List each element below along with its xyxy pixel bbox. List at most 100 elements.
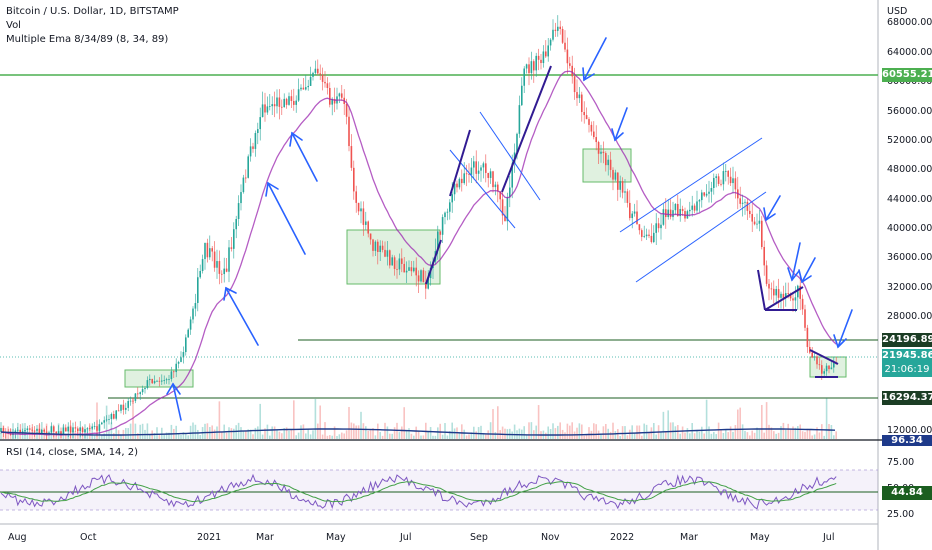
candle-body xyxy=(410,267,413,272)
volume-bar xyxy=(686,428,689,439)
price-tick-label: 28000.00 xyxy=(887,311,932,322)
volume-bar xyxy=(156,427,158,439)
candle-body xyxy=(425,282,427,289)
volume-bar xyxy=(434,435,437,439)
volume-bar xyxy=(643,423,645,439)
candle-body xyxy=(362,208,365,225)
volume-bar xyxy=(816,427,818,439)
volume-bar xyxy=(715,434,717,439)
volume-bar xyxy=(369,430,372,439)
zones[interactable] xyxy=(124,148,847,388)
volume-bar xyxy=(374,435,377,439)
volume-bar xyxy=(343,433,345,439)
candle-body xyxy=(653,232,655,243)
ema-legend[interactable]: Multiple Ema 8/34/89 (8, 34, 89) xyxy=(6,34,169,45)
candle-body xyxy=(775,289,777,296)
candle-body xyxy=(74,427,77,429)
volume-bar xyxy=(525,435,528,439)
volume-bar xyxy=(170,424,173,439)
candle-body xyxy=(331,98,333,105)
candle-body xyxy=(492,171,494,188)
volume-bar xyxy=(674,426,677,439)
rsi-legend[interactable]: RSI (14, close, SMA, 14, 2) xyxy=(6,447,139,458)
candle-body xyxy=(494,184,497,188)
volume-bar xyxy=(36,431,38,439)
candle-body xyxy=(600,151,602,154)
candle-body xyxy=(180,357,182,362)
candle-body xyxy=(14,430,17,434)
volume-bar xyxy=(451,422,453,439)
candle-body xyxy=(477,170,480,174)
volume-bar xyxy=(653,423,655,439)
volume-bar xyxy=(29,432,31,439)
candle-body xyxy=(225,268,228,272)
arrow-icon xyxy=(791,242,801,281)
volume-bar xyxy=(537,405,540,439)
volume-bar xyxy=(338,434,341,439)
volume-bar xyxy=(240,427,242,439)
candle-body xyxy=(468,173,470,175)
rsi-tick-label: 75.00 xyxy=(887,457,915,468)
volume-bar xyxy=(648,433,650,439)
candle-body xyxy=(830,367,833,370)
volume-bar xyxy=(770,427,773,439)
candle-body xyxy=(396,268,398,270)
volume-legend[interactable]: Vol xyxy=(6,20,21,31)
candle-body xyxy=(348,116,350,147)
trend-channels[interactable] xyxy=(449,111,767,283)
volume-bar xyxy=(317,423,319,439)
candle-body xyxy=(31,429,33,431)
volume-bar xyxy=(801,431,804,439)
volume-bar xyxy=(417,430,420,439)
volume-bar xyxy=(828,423,830,439)
candle-body xyxy=(81,427,84,433)
symbol-title[interactable]: Bitcoin / U.S. Dollar, 1D, BITSTAMP xyxy=(6,6,179,17)
candle-body xyxy=(804,309,806,328)
candle-body xyxy=(501,199,504,216)
volume-bar xyxy=(588,427,590,439)
volume-bar xyxy=(501,426,504,439)
candle-body xyxy=(693,205,696,211)
volume-bar xyxy=(650,427,653,439)
volume-bar xyxy=(482,432,485,439)
volume-bar xyxy=(350,422,353,439)
volume-bar xyxy=(749,435,751,439)
candle-body xyxy=(141,389,144,393)
volume-bar xyxy=(225,432,228,439)
candle-body xyxy=(338,93,341,97)
volume-bar xyxy=(19,432,21,439)
volume-bar xyxy=(480,425,482,439)
candle-body xyxy=(545,51,547,57)
trend-lines[interactable] xyxy=(425,65,839,378)
candle-body xyxy=(422,270,425,283)
volume-bar xyxy=(811,435,813,439)
volume-bar xyxy=(797,426,799,439)
candle-body xyxy=(175,363,177,373)
candle-body xyxy=(619,181,621,190)
volume-bar xyxy=(384,422,386,439)
arrow-annotations[interactable] xyxy=(166,37,853,421)
candle-body xyxy=(53,426,55,432)
candle-body xyxy=(389,250,391,266)
candle-body xyxy=(69,426,72,433)
volume-bar xyxy=(309,434,312,439)
candle-body xyxy=(218,261,221,274)
volume-bar xyxy=(619,435,621,439)
candle-body xyxy=(523,68,525,86)
candle-body xyxy=(209,248,211,258)
candle-body xyxy=(554,29,557,31)
candle-body xyxy=(449,202,451,212)
candle-body xyxy=(458,178,461,188)
volume-bar xyxy=(662,411,665,439)
candle-body xyxy=(816,356,818,365)
candle-body xyxy=(341,93,343,98)
candle-body xyxy=(170,371,173,380)
trend-line xyxy=(757,269,766,311)
candle-body xyxy=(403,263,405,273)
volume-bar xyxy=(149,434,151,439)
candle-body xyxy=(379,245,381,252)
volume-bar xyxy=(461,424,463,439)
candle-body xyxy=(453,183,456,195)
candle-body xyxy=(173,371,175,373)
